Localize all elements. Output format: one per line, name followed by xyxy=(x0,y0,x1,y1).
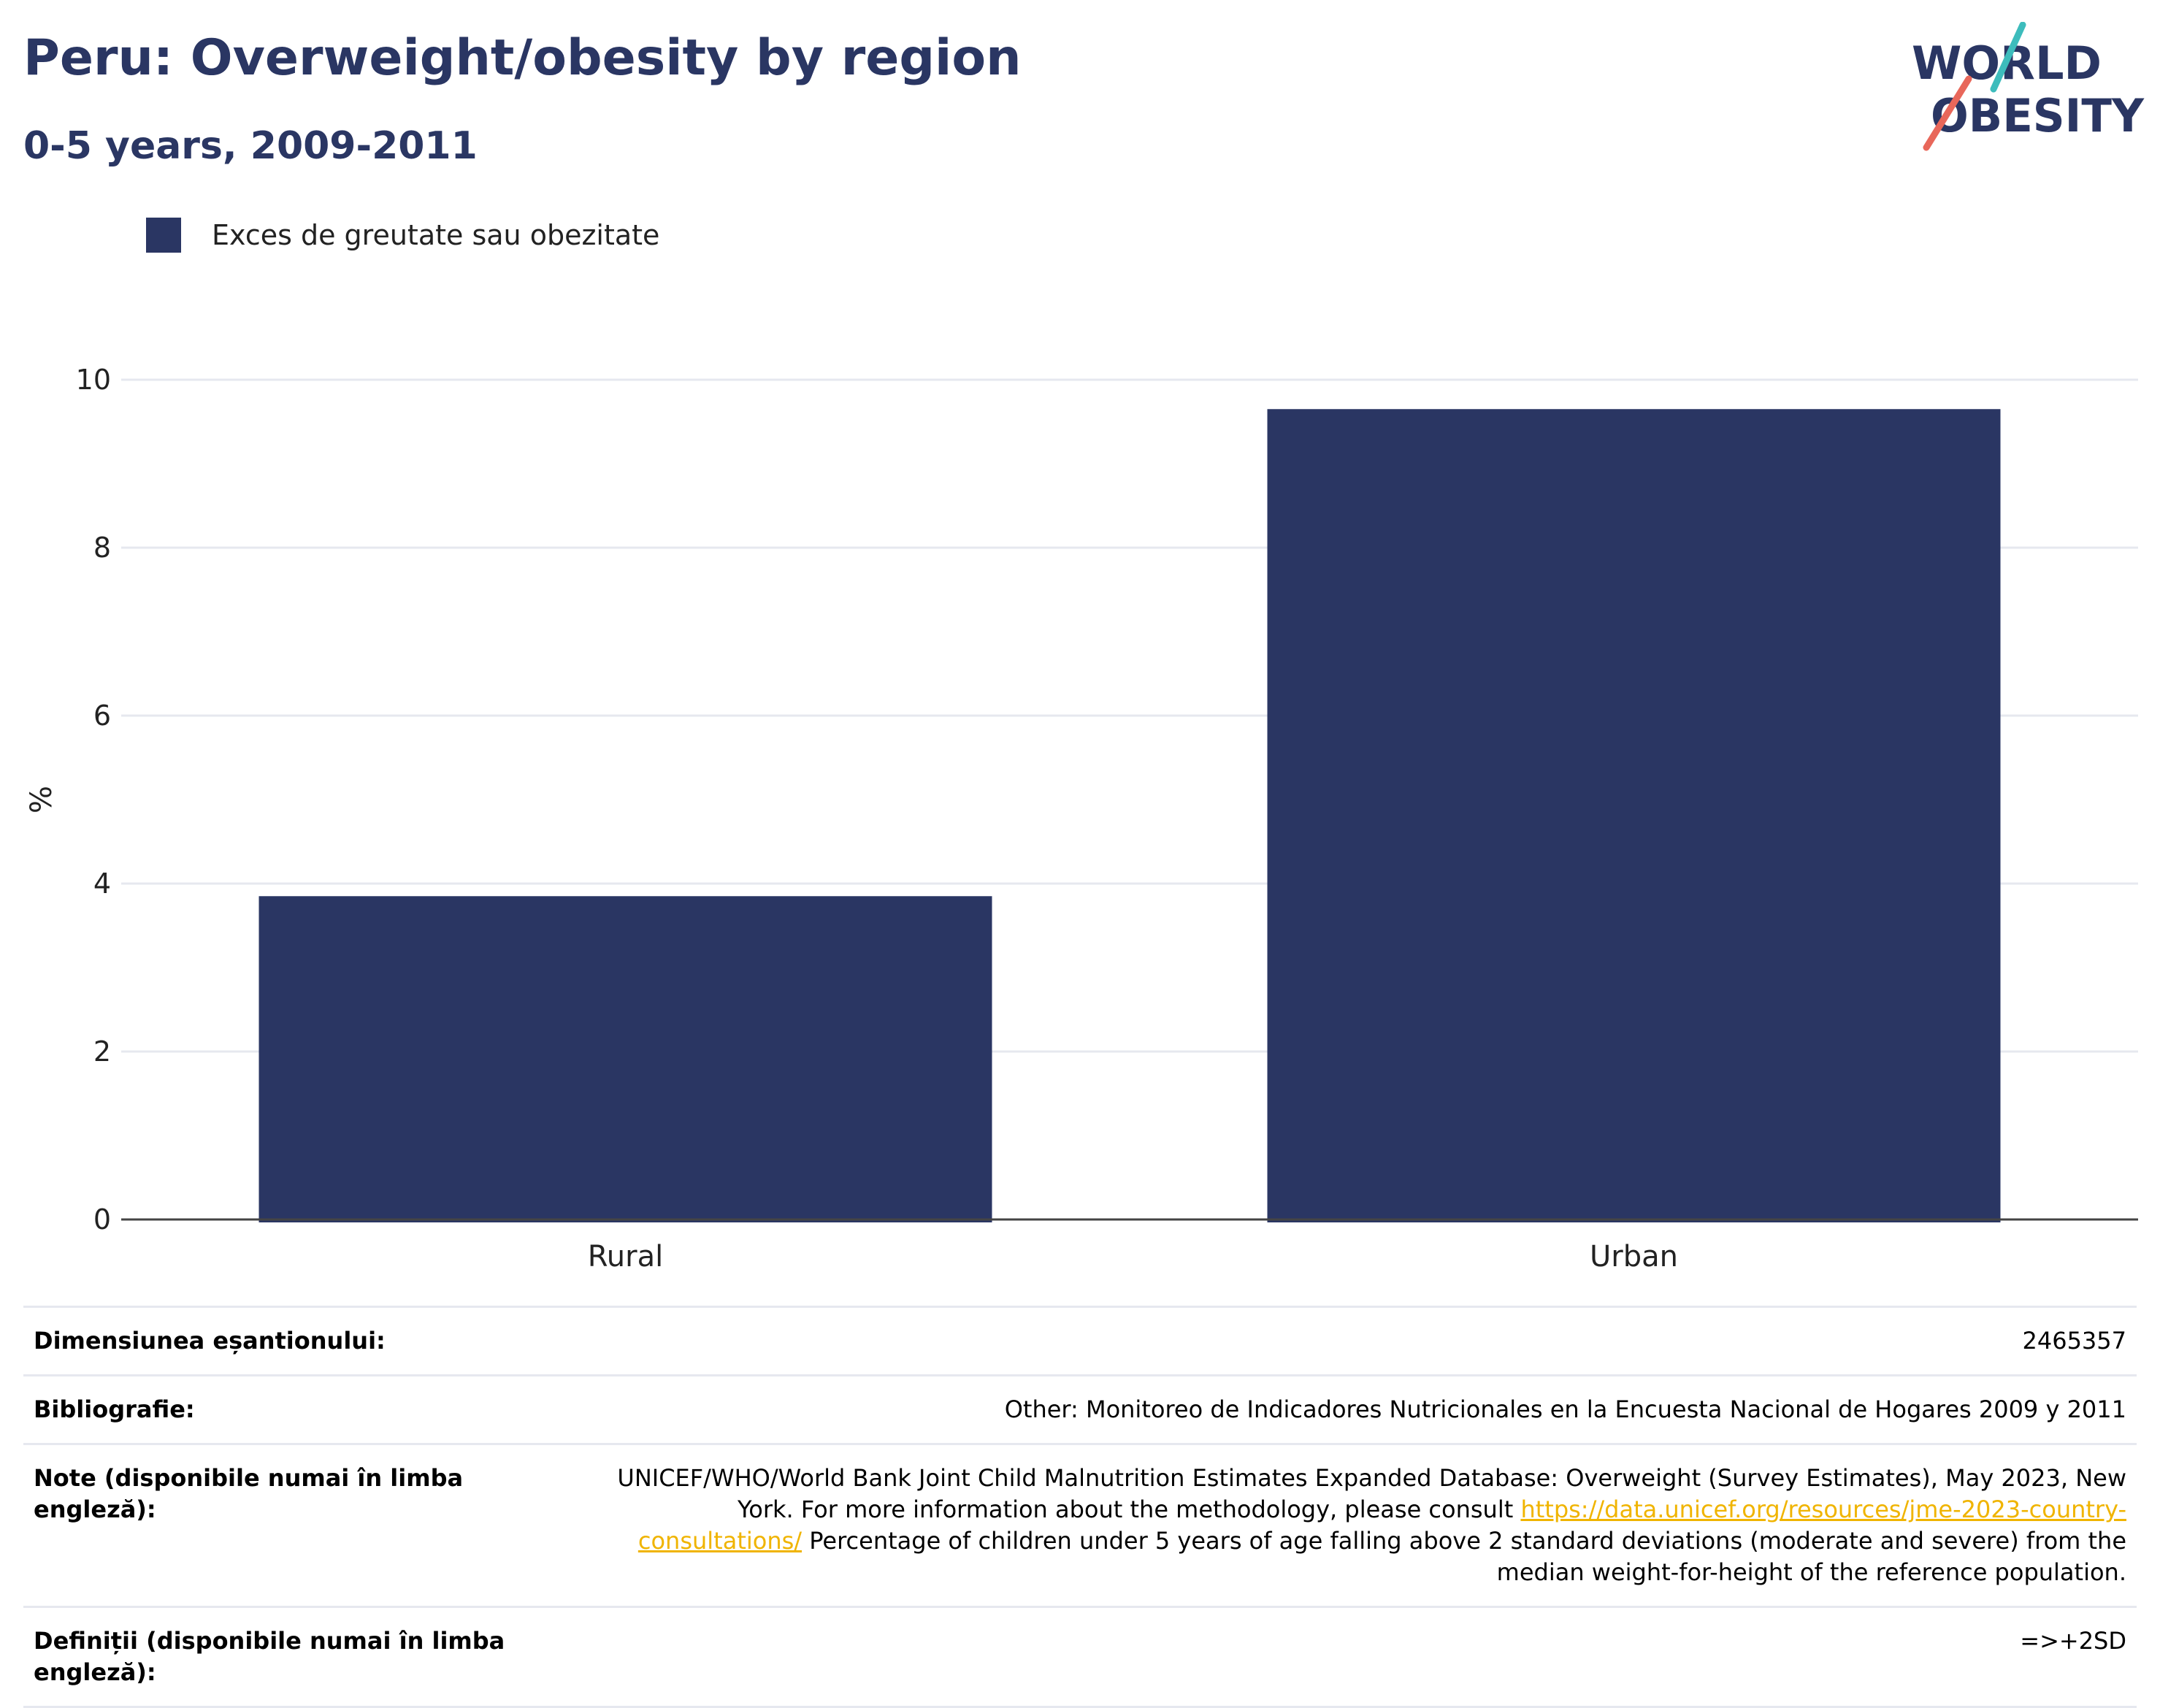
definitions-label: Definiții (disponibile numai în limba en… xyxy=(34,1627,505,1686)
notes-value: UNICEF/WHO/World Bank Joint Child Malnut… xyxy=(545,1463,2126,1588)
y-axis-label: % xyxy=(25,786,58,813)
x-tick-label-urban: Urban xyxy=(1590,1240,1678,1274)
world-obesity-logo: WORLD OBESITY xyxy=(1912,22,2145,151)
y-tick-label-8: 8 xyxy=(93,532,111,564)
page-title: Peru: Overweight/obesity by region xyxy=(23,29,1022,87)
definitions-value: =>+2SD xyxy=(2020,1627,2126,1655)
info-row-notes: Note (disponibile numai în limba engleză… xyxy=(23,1443,2137,1606)
page-subtitle: 0-5 years, 2009-2011 xyxy=(23,124,478,168)
y-tick-label-0: 0 xyxy=(93,1203,111,1236)
bar-urban xyxy=(1267,409,2001,1222)
sample-size-value: 2465357 xyxy=(2022,1327,2126,1355)
logo-slash-red xyxy=(1923,75,1972,151)
info-row-definitions: Definiții (disponibile numai în limba en… xyxy=(23,1606,2137,1708)
bibliography-label: Bibliografie: xyxy=(34,1395,195,1423)
legend-label: Exces de greutate sau obezitate xyxy=(212,219,660,251)
y-tick-label-2: 2 xyxy=(93,1035,111,1068)
info-row-bibliography: Bibliografie: Other: Monitoreo de Indica… xyxy=(23,1374,2137,1443)
legend[interactable]: Exces de greutate sau obezitate xyxy=(146,218,659,253)
y-tick-label-6: 6 xyxy=(93,700,111,732)
y-tick-label-4: 4 xyxy=(93,868,111,900)
bibliography-value: Other: Monitoreo de Indicadores Nutricio… xyxy=(1004,1395,2126,1423)
x-tick-label-rural: Rural xyxy=(588,1240,663,1274)
notes-label: Note (disponibile numai în limba engleză… xyxy=(34,1464,464,1523)
y-tick-label-10: 10 xyxy=(76,364,111,396)
logo-word-obesity: OBESITY xyxy=(1931,89,2145,142)
bar-chart: 0 2 4 6 8 10% Rural Urban xyxy=(25,364,2138,1274)
legend-swatch xyxy=(146,218,181,253)
notes-text-2: Percentage of children under 5 years of … xyxy=(802,1527,2126,1586)
notes-text-1: UNICEF/WHO/World Bank Joint Child Malnut… xyxy=(617,1464,2126,1523)
sample-size-label: Dimensiunea eșantionului: xyxy=(34,1327,386,1355)
info-row-sample-size: Dimensiunea eșantionului: 2465357 xyxy=(23,1306,2137,1374)
logo-slash-teal xyxy=(1990,22,2026,93)
info-table: Dimensiunea eșantionului: 2465357 Biblio… xyxy=(23,1306,2137,1708)
notes-link[interactable]: https://data.unicef.org/resources/jme-20… xyxy=(637,1496,2126,1555)
bar-rural xyxy=(258,896,992,1222)
